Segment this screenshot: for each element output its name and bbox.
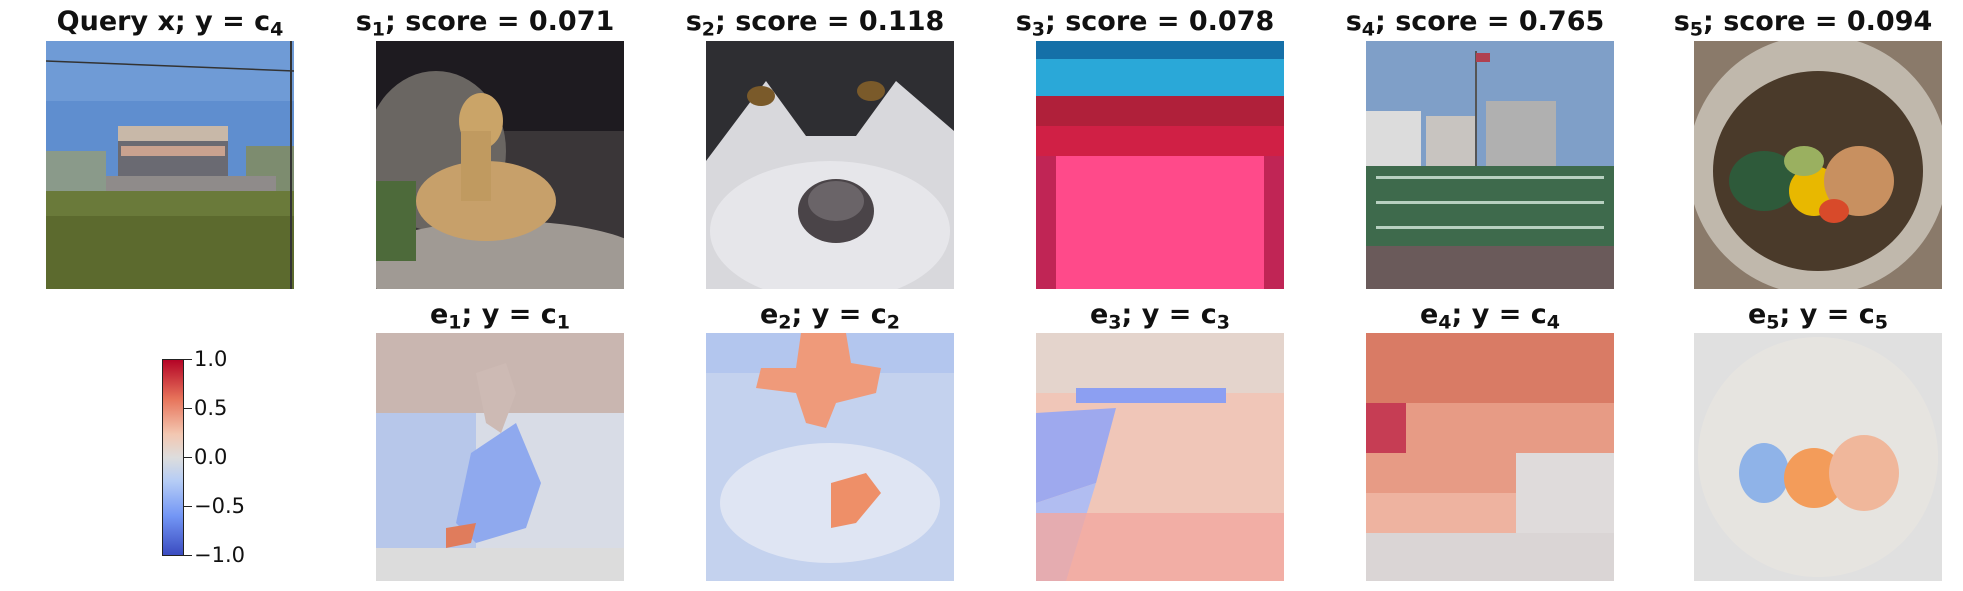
sample-title-2: s2; score = 0.118 xyxy=(685,6,945,41)
colorbar-tick-label: 0.5 xyxy=(194,396,228,420)
explanation-heatmap-2 xyxy=(706,333,954,581)
query-title: Query x; y = c4 xyxy=(56,6,284,41)
explanation-heatmap-4 xyxy=(1366,333,1614,581)
sample-title-1: s1; score = 0.071 xyxy=(355,6,615,41)
colorbar xyxy=(162,359,184,556)
explanation-heatmap-5 xyxy=(1694,333,1942,581)
sample-image-2 xyxy=(706,41,954,289)
colorbar-tick xyxy=(184,457,192,458)
explanation-heatmap-3 xyxy=(1036,333,1284,581)
explanation-heatmap-1 xyxy=(376,333,624,581)
sample-image-5 xyxy=(1694,41,1942,289)
explanation-title-3: e3; y = c3 xyxy=(1089,299,1230,334)
colorbar-tick-label: 0.0 xyxy=(194,445,228,469)
colorbar-tick xyxy=(184,408,192,409)
sample-title-3: s3; score = 0.078 xyxy=(1015,6,1275,41)
explanation-title-5: e5; y = c5 xyxy=(1747,299,1888,334)
colorbar-tick-label: 1.0 xyxy=(194,347,228,371)
explanation-title-2: e2; y = c2 xyxy=(759,299,900,334)
sample-title-5: s5; score = 0.094 xyxy=(1673,6,1933,41)
explanation-title-4: e4; y = c4 xyxy=(1419,299,1560,334)
colorbar-tick-label: −0.5 xyxy=(194,494,245,518)
sample-title-4: s4; score = 0.765 xyxy=(1345,6,1605,41)
colorbar-tick xyxy=(184,555,192,556)
explanation-title-1: e1; y = c1 xyxy=(429,299,570,334)
colorbar-tick xyxy=(184,359,192,360)
query-image xyxy=(46,41,294,289)
sample-image-3 xyxy=(1036,41,1284,289)
sample-image-4 xyxy=(1366,41,1614,289)
colorbar-tick-label: −1.0 xyxy=(194,543,245,567)
sample-image-1 xyxy=(376,41,624,289)
colorbar-tick xyxy=(184,506,192,507)
